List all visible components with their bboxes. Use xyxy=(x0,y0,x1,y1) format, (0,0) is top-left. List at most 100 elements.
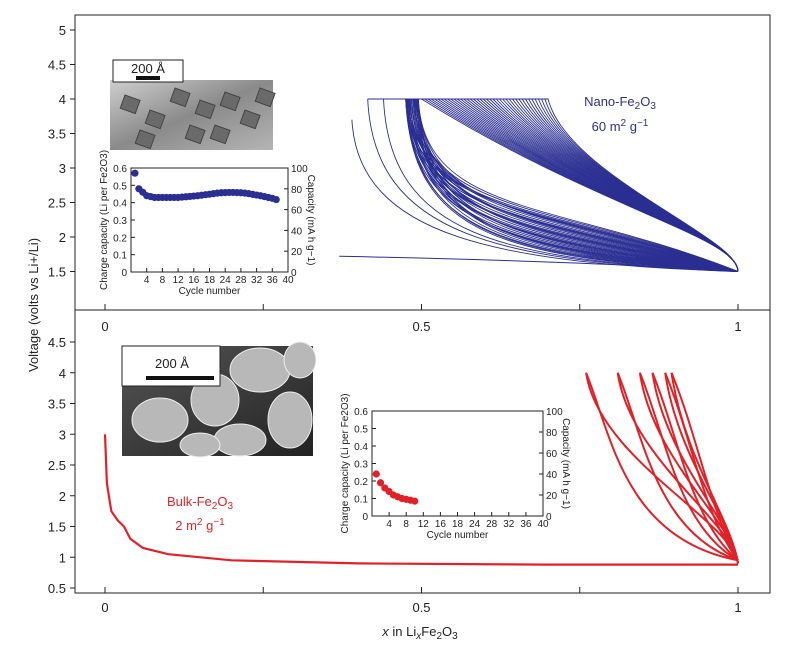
nano-discharge-curve xyxy=(405,98,739,272)
y-tick-label: 3.5 xyxy=(48,127,66,142)
nano-discharge-curve xyxy=(414,98,739,272)
nano-charge-curve xyxy=(416,98,739,272)
nano-discharge-curve xyxy=(406,98,739,272)
nanoparticle xyxy=(169,87,191,108)
inset-y-tick-label: 0.2 xyxy=(113,233,127,244)
nano-discharge-curve xyxy=(407,98,739,272)
y-tick-label: 3 xyxy=(59,161,66,176)
y-tick-label: 0.5 xyxy=(48,581,66,596)
inset-y-tick-label: 0.3 xyxy=(354,460,368,471)
scale-bar xyxy=(146,376,214,380)
inset-x-label: Cycle number xyxy=(427,530,489,541)
y-tick-label: 3 xyxy=(59,427,66,442)
nano-discharge-curve xyxy=(405,98,739,272)
x-axis-label: x in LixFe2O3 xyxy=(381,624,458,642)
x-tick-label: 1 xyxy=(734,600,741,615)
x-tick-label: 0 xyxy=(101,600,108,615)
y-tick-label: 2.5 xyxy=(48,458,66,473)
inset-x-tick-label: 36 xyxy=(267,275,279,286)
inset-y2-label: Capacity (mA h g−1) xyxy=(305,175,316,266)
inset-y-tick-label: 0 xyxy=(121,268,127,279)
inset-x-tick-label: 36 xyxy=(520,519,532,530)
x-tick-label: 0 xyxy=(101,319,108,334)
inset-x-tick-label: 32 xyxy=(503,519,515,530)
nanoparticle xyxy=(219,91,241,112)
bulk-discharge-curve xyxy=(670,372,739,561)
inset-y2-tick-label: 0 xyxy=(546,512,552,523)
nano-charge-curve xyxy=(407,98,739,272)
nano-discharge-curve xyxy=(417,98,739,272)
inset-x-tick-label: 28 xyxy=(235,275,247,286)
inset-y2-tick-label: 80 xyxy=(546,428,558,439)
nano-discharge-curve xyxy=(405,98,739,272)
inset-x-tick-label: 40 xyxy=(537,519,549,530)
inset-y-label: Charge capacity (Li per Fe2O3) xyxy=(99,150,110,290)
inset-x-tick-label: 32 xyxy=(251,275,263,286)
bottom-panel: 4.5 4 3.5 3 2.5 2 1.5 1 0.5 0 0.5 1 xyxy=(48,335,742,615)
bulk-particle xyxy=(283,341,317,379)
nano-discharge-curve xyxy=(351,119,739,272)
inset-x-tick-label: 8 xyxy=(403,519,409,530)
inset-x-tick-label: 18 xyxy=(452,519,464,530)
bulk-discharge-curve xyxy=(664,372,739,561)
y-tick-label: 2 xyxy=(59,489,66,504)
bulk-first-discharge xyxy=(103,434,738,566)
nano-surface-area: 60 m2 g−1 xyxy=(592,118,649,134)
tem-image-nano: 200 Å xyxy=(110,59,276,150)
inset-x-tick-label: 4 xyxy=(386,519,392,530)
inset-y-tick-label: 0.4 xyxy=(354,442,368,453)
inset-y2-tick-label: 0 xyxy=(291,268,297,279)
nanoparticle xyxy=(254,87,276,108)
inset-y-tick-label: 0.3 xyxy=(113,216,127,227)
inset-x-tick-label: 18 xyxy=(204,275,216,286)
x-tick-label: 0.5 xyxy=(412,319,430,334)
inset-x-label: Cycle number xyxy=(179,286,241,297)
nano-discharge-curve xyxy=(367,98,739,272)
inset-x-tick-label: 4 xyxy=(144,275,150,286)
y-tick-label: 4.5 xyxy=(48,335,66,350)
bulk-particle xyxy=(267,391,313,449)
y-tick-label: 5 xyxy=(59,23,66,38)
y-axis-label: Voltage (volts vs Li+/Li) xyxy=(26,238,41,372)
inset-y-tick-label: 0.5 xyxy=(354,425,368,436)
y-tick-label: 1.5 xyxy=(48,265,66,280)
bulk-discharge-curve xyxy=(585,372,739,562)
y-tick-label: 1 xyxy=(59,550,66,565)
inset-y2-tick-label: 80 xyxy=(291,185,303,196)
inset-y-tick-label: 0.1 xyxy=(354,495,368,506)
inset-y-tick-label: 0 xyxy=(362,512,368,523)
inset-x-tick-label: 12 xyxy=(418,519,430,530)
nano-discharge-curve xyxy=(383,98,739,272)
nanoparticle xyxy=(134,129,156,150)
nanoparticle xyxy=(209,124,231,145)
inset-x-tick-label: 16 xyxy=(188,275,200,286)
nano-label: Nano-Fe2O3 xyxy=(584,94,656,112)
scale-bar-box xyxy=(112,59,184,83)
y-tick-label: 3.5 xyxy=(48,397,66,412)
bulk-particle xyxy=(229,347,291,393)
inset-y2-tick-label: 40 xyxy=(291,226,303,237)
bulk-discharge-curve xyxy=(616,372,739,562)
nano-discharge-curve xyxy=(405,98,739,272)
nanoparticle xyxy=(119,94,141,115)
inset-y-tick-label: 0.5 xyxy=(113,181,127,192)
inset-y2-tick-label: 100 xyxy=(291,164,308,175)
nanoparticle xyxy=(194,99,216,120)
inset-x-tick-label: 24 xyxy=(220,275,232,286)
nanoparticle xyxy=(184,124,206,145)
x-tick-label: 1 xyxy=(734,319,741,334)
bulk-label: Bulk-Fe2O3 xyxy=(167,494,233,512)
x-tick-label: 0.5 xyxy=(412,600,430,615)
nano-discharge-curve xyxy=(413,98,739,272)
nano-discharge-curve xyxy=(405,98,739,272)
top-panel: 5 4.5 4 3.5 3 2.5 2 1.5 0 0.5 1 xyxy=(48,23,742,334)
y-tick-label: 4 xyxy=(59,92,66,107)
inset-x-tick-label: 28 xyxy=(486,519,498,530)
inset-y2-tick-label: 20 xyxy=(546,491,558,502)
inset-y-tick-label: 0.4 xyxy=(113,199,127,210)
y-tick-label: 4 xyxy=(59,366,66,381)
inset-x-tick-label: 16 xyxy=(435,519,447,530)
bulk-particle xyxy=(131,397,189,443)
nano-discharge-curve xyxy=(407,98,739,272)
